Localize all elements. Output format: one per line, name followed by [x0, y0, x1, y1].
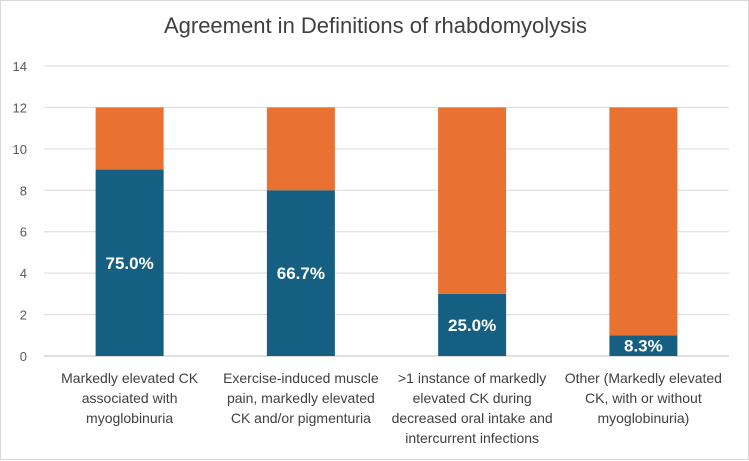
x-category-label-line: elevated CK during: [412, 390, 532, 406]
bar-segment-series-2: [438, 107, 507, 294]
x-category-label-line: myoglobinuria: [86, 410, 174, 426]
x-category-label-line: decreased oral intake and: [391, 410, 553, 426]
x-category-label-line: CK and/or pigmenturia: [230, 410, 371, 426]
bar-segment-series-2: [609, 107, 678, 336]
bar-segment-series-1: [95, 169, 164, 356]
data-label: 75.0%: [106, 254, 154, 273]
x-category-label-line: Markedly elevated CK: [61, 370, 199, 386]
data-label: 8.3%: [624, 337, 663, 356]
x-category-label-line: CK, with or without: [585, 390, 702, 406]
y-tick-label: 2: [20, 308, 27, 323]
y-tick-label: 4: [20, 266, 27, 281]
x-category-label: Other (Markedly elevated CK, with or with…: [553, 368, 733, 428]
bar-segment-series-2: [95, 107, 164, 170]
bar-segment-series-1: [438, 293, 507, 356]
y-tick-label: 10: [13, 142, 27, 157]
x-category-label-line: intercurrent infections: [405, 430, 540, 446]
y-tick-label: 14: [13, 59, 27, 74]
y-tick-label: 12: [13, 100, 27, 115]
x-category-label: Exercise-induced muscle pain, markedly el…: [211, 368, 391, 428]
bar-segment-series-2: [266, 107, 335, 191]
bar-segment-series-1: [609, 335, 678, 356]
x-category-label-line: myoglobinuria): [597, 410, 690, 426]
data-label: 66.7%: [277, 264, 325, 283]
x-category-label-line: pain, markedly elevated: [226, 390, 375, 406]
x-category-label-line: >1 instance of markedly: [398, 370, 547, 386]
chart-title: Agreement in Definitions of rhabdomyolys…: [163, 13, 588, 38]
y-tick-label: 6: [20, 225, 27, 240]
x-category-label-line: associated with: [81, 390, 178, 406]
y-tick-label: 0: [20, 349, 27, 364]
x-category-label: Markedly elevated CK associated with myogl…: [40, 368, 220, 428]
x-category-label: >1 instance of markedly elevated CK durin…: [382, 368, 562, 448]
x-category-label-line: Other (Markedly elevated: [564, 370, 722, 386]
data-label: 25.0%: [448, 316, 496, 335]
x-category-label-line: Exercise-induced muscle: [223, 370, 379, 386]
bar-segment-series-1: [266, 190, 335, 356]
y-tick-label: 8: [20, 183, 27, 198]
